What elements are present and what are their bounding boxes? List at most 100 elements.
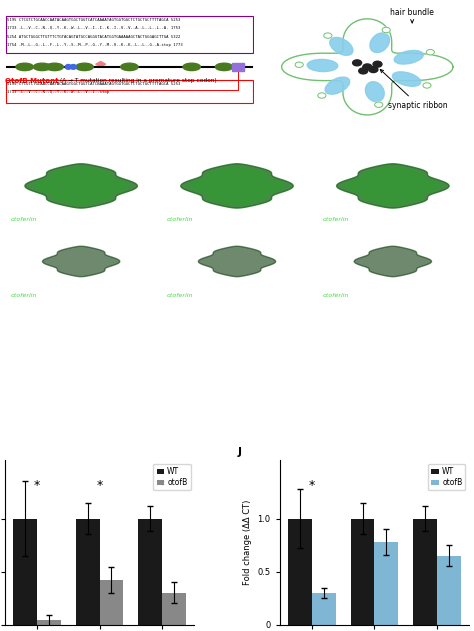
Y-axis label: Fold change (ΔΔ CT): Fold change (ΔΔ CT) (243, 500, 252, 585)
Polygon shape (198, 246, 276, 276)
Circle shape (382, 27, 390, 33)
Bar (437, 556, 461, 625)
Text: otofB: otofB (445, 230, 465, 239)
Text: WT: WT (453, 155, 465, 164)
Polygon shape (43, 246, 120, 276)
Text: otofB: otofB (289, 230, 309, 239)
Ellipse shape (325, 77, 350, 94)
Circle shape (359, 68, 368, 74)
Bar (13, 519, 37, 625)
Text: J: J (238, 447, 242, 457)
Polygon shape (337, 164, 449, 208)
Text: 1733 -L--V--C--N--Q--Y--K--W--L--V--I--I--K--I--V--V--A--L--L--L--A- 1753: 1733 -L--V--C--N--Q--Y--K--W--L--V--I--I… (7, 26, 181, 30)
Text: 1 μm: 1 μm (440, 213, 453, 218)
Ellipse shape (76, 63, 93, 71)
Text: 72 hpf: 72 hpf (128, 240, 153, 250)
Text: 96 hpf: 96 hpf (284, 165, 309, 174)
Bar (100, 580, 123, 625)
Circle shape (295, 62, 303, 68)
Bar (312, 593, 336, 625)
Text: 72 hpf: 72 hpf (128, 165, 153, 174)
Circle shape (318, 93, 326, 98)
Text: otoferlin: otoferlin (167, 293, 193, 298)
Circle shape (374, 102, 383, 107)
Text: 1 μm: 1 μm (128, 213, 141, 218)
Text: E: E (321, 155, 327, 164)
Text: otoferlin: otoferlin (11, 293, 37, 298)
Ellipse shape (330, 37, 353, 56)
Circle shape (423, 83, 431, 88)
Polygon shape (25, 164, 137, 208)
Polygon shape (96, 61, 106, 67)
FancyBboxPatch shape (6, 16, 253, 54)
Text: otoferlin: otoferlin (167, 217, 193, 222)
FancyBboxPatch shape (6, 80, 253, 103)
Bar (374, 542, 398, 625)
Bar (37, 620, 61, 625)
Legend: WT, otofB: WT, otofB (154, 464, 191, 490)
Polygon shape (345, 167, 441, 204)
Text: *: * (96, 479, 103, 492)
Text: 1 μm: 1 μm (284, 213, 297, 218)
Text: otofB: otofB (133, 230, 153, 239)
Polygon shape (189, 167, 285, 204)
Bar (288, 519, 312, 625)
Text: *: * (34, 479, 40, 492)
Text: 5254 ATGCTGGGCTTGTTTCTGTACAGTATGCCAGGGTACATGGTGAAAAAGCTACTGGGAGCTTGA 5322: 5254 ATGCTGGGCTTGTTTCTGTACAGTATGCCAGGGTA… (7, 35, 181, 39)
Text: 120 hpf: 120 hpf (436, 240, 465, 250)
Polygon shape (181, 164, 293, 208)
Text: 120 hpf: 120 hpf (436, 165, 465, 174)
Bar (162, 593, 186, 625)
Text: OtofB Mutant: OtofB Mutant (5, 78, 59, 85)
Text: WT: WT (141, 155, 153, 164)
Text: D: D (165, 155, 172, 164)
Text: otoferlin: otoferlin (323, 293, 349, 298)
Text: otoferlin: otoferlin (11, 217, 37, 222)
Text: 96 hpf: 96 hpf (284, 240, 309, 250)
Ellipse shape (70, 64, 76, 69)
Circle shape (373, 61, 382, 67)
Text: otoferlin: otoferlin (323, 217, 349, 222)
Text: *: * (159, 479, 165, 492)
Text: C: C (9, 155, 16, 164)
Ellipse shape (394, 50, 423, 64)
Polygon shape (354, 246, 431, 276)
Legend: WT, otofB: WT, otofB (428, 464, 465, 490)
Ellipse shape (46, 63, 64, 71)
Polygon shape (282, 19, 453, 115)
Ellipse shape (183, 63, 201, 71)
Bar (138, 519, 162, 625)
Text: 1 μm: 1 μm (284, 288, 297, 293)
Text: 1 μm: 1 μm (440, 288, 453, 293)
Text: WT: WT (297, 155, 309, 164)
Ellipse shape (392, 72, 420, 86)
Text: 5195 CTCGTCTGCAACCAATACAAGTGGCTGGTCATCAAAATAGTGGTGGCTCTGCTGCTTTTAGCA 5253: 5195 CTCGTCTGCAACCAATACAAGTGGCTGGTCATCAA… (7, 18, 181, 23)
Text: 1754 -M--L--G--L--F--L--Y--S--M--P--G--Y--M--V--K--K--L--L--G--A-stop 1773: 1754 -M--L--G--L--F--L--Y--S--M--P--G--Y… (7, 43, 183, 47)
Bar (232, 63, 244, 71)
Ellipse shape (121, 63, 138, 71)
Text: F: F (9, 230, 15, 239)
Polygon shape (33, 167, 129, 204)
Ellipse shape (370, 33, 390, 52)
Ellipse shape (16, 63, 33, 71)
Text: 5195 CTCGTCTGCAACCAATACAAGTGGCTGGTCATCBAAATAGTGGTGGCTCTGCTGCTTTTAGCA 5253: 5195 CTCGTCTGCAACCAATACAAGTGGCTGGTCATCBA… (7, 83, 181, 86)
Text: (A → T mutation resulting in a premature stop codon): (A → T mutation resulting in a premature… (60, 78, 216, 83)
Text: synaptic ribbon: synaptic ribbon (380, 69, 448, 110)
Circle shape (353, 60, 362, 66)
Text: 1 μm: 1 μm (128, 288, 141, 293)
Ellipse shape (215, 63, 233, 71)
Text: G: G (165, 230, 172, 239)
Ellipse shape (307, 59, 338, 71)
Ellipse shape (33, 63, 51, 71)
Bar (351, 519, 374, 625)
Circle shape (324, 33, 332, 38)
Ellipse shape (365, 81, 384, 102)
Bar (413, 519, 437, 625)
Circle shape (363, 64, 372, 70)
Ellipse shape (65, 64, 72, 69)
Bar (76, 519, 100, 625)
Text: *: * (309, 479, 315, 492)
Circle shape (369, 67, 378, 73)
Text: H: H (321, 230, 328, 239)
Text: hair bundle: hair bundle (390, 8, 434, 23)
